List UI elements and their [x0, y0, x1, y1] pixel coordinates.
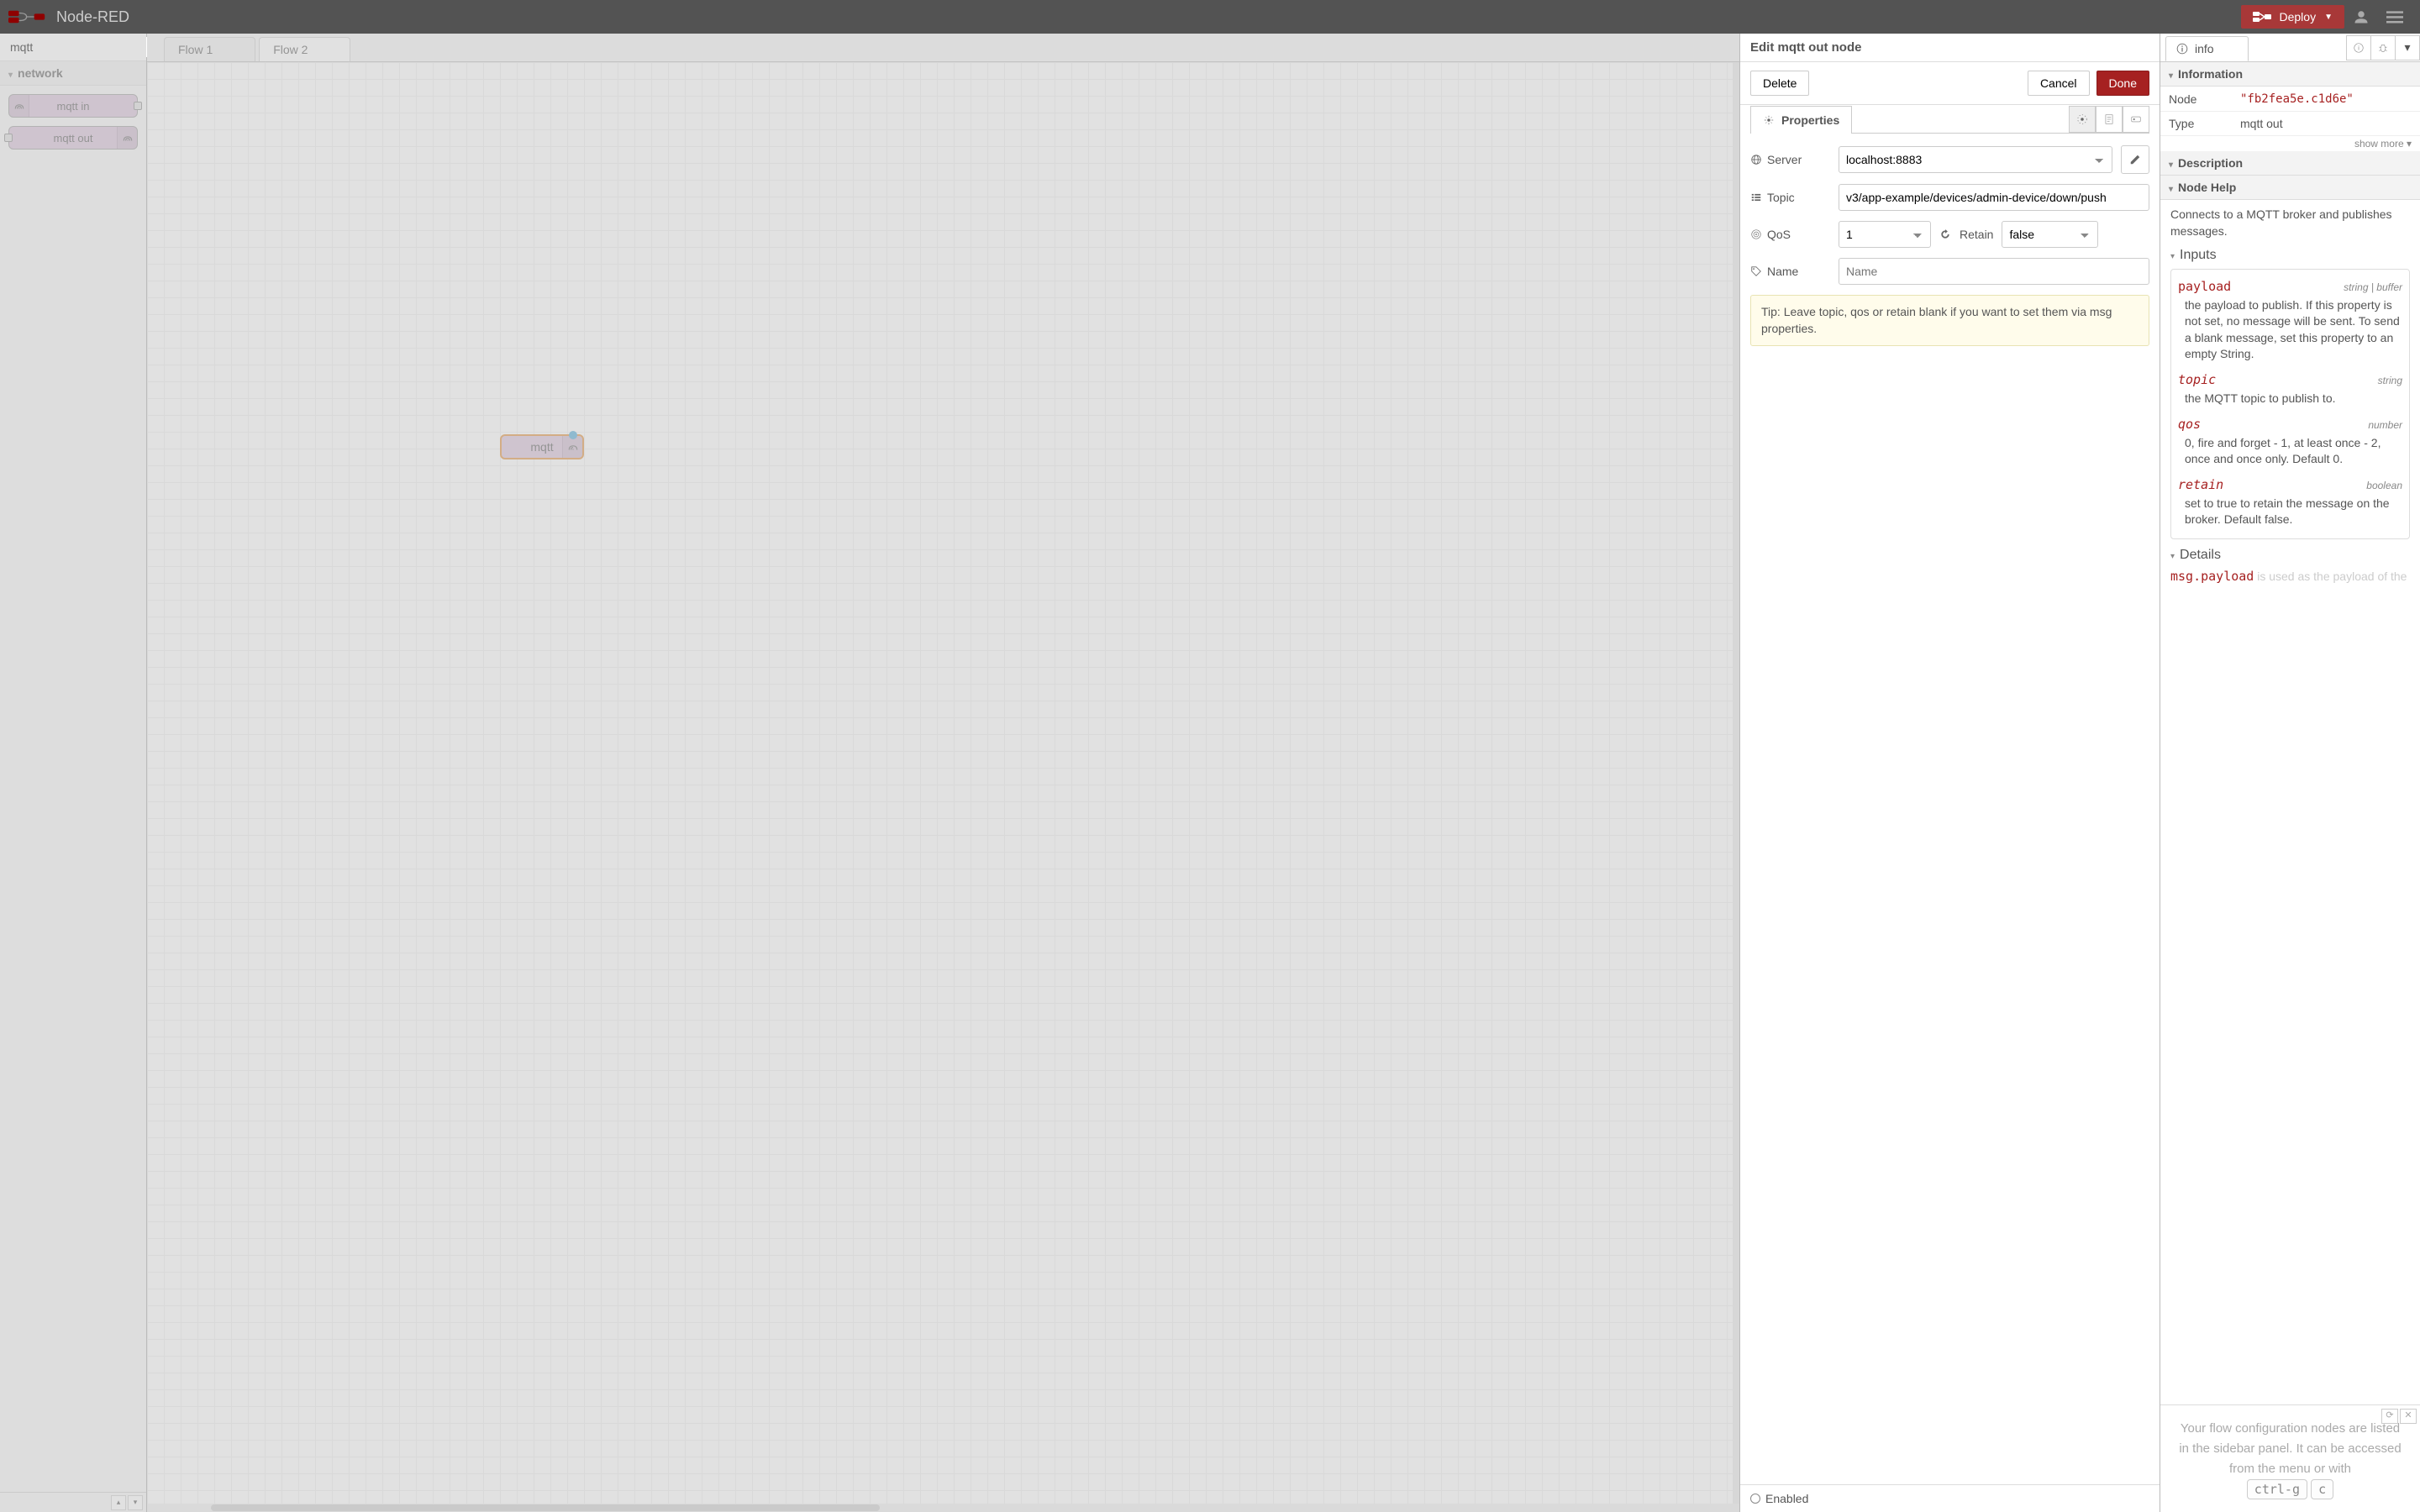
- appearance-icon[interactable]: [2123, 106, 2149, 133]
- sidebar-tab-info[interactable]: info: [2165, 36, 2249, 61]
- chevron-down-icon: [8, 66, 13, 80]
- prop-name: payload: [2178, 278, 2231, 296]
- palette-footer: ▴ ▾: [0, 1492, 146, 1512]
- palette-search: ✕: [0, 34, 146, 61]
- vertical-scrollbar[interactable]: [1733, 62, 1739, 1512]
- delete-button[interactable]: Delete: [1750, 71, 1809, 96]
- canvas-node-mqtt[interactable]: mqtt: [500, 434, 584, 459]
- edit-server-button[interactable]: [2121, 145, 2149, 174]
- palette-node-mqtt-out[interactable]: mqtt out: [8, 126, 138, 150]
- kbd-c: c: [2311, 1479, 2333, 1499]
- flow-canvas[interactable]: mqtt: [147, 62, 1739, 1512]
- refresh-icon[interactable]: ⟳: [2381, 1409, 2398, 1424]
- prop-desc: set to true to retain the message on the…: [2178, 494, 2402, 533]
- changed-dot-icon: [569, 431, 577, 439]
- server-label: Server: [1767, 153, 1802, 166]
- close-icon[interactable]: ✕: [2400, 1409, 2417, 1424]
- app-brand: Node-RED: [56, 8, 129, 26]
- pencil-icon: [2129, 154, 2141, 165]
- palette-search-input[interactable]: [7, 37, 166, 57]
- expand-all-icon[interactable]: ▾: [128, 1495, 143, 1510]
- help-intro: Connects to a MQTT broker and publishes …: [2170, 207, 2410, 239]
- sidebar-hint: ⟳ ✕ Your flow configuration nodes are li…: [2160, 1404, 2420, 1512]
- info-type-label: Type: [2160, 112, 2232, 136]
- settings-icon[interactable]: [2069, 106, 2096, 133]
- sidebar-menu-icon[interactable]: ▾: [2395, 35, 2420, 60]
- qos-label: QoS: [1767, 228, 1791, 241]
- show-more-link[interactable]: show more ▾: [2160, 136, 2420, 151]
- retain-select[interactable]: false: [2002, 221, 2098, 248]
- sidebar-debug-icon[interactable]: [2370, 35, 2396, 60]
- prop-desc: 0, fire and forget - 1, at least once - …: [2178, 433, 2402, 473]
- details-header[interactable]: Details: [2170, 546, 2410, 564]
- info-node-id: "fb2fea5e.c1d6e": [2240, 92, 2354, 106]
- enabled-indicator-icon[interactable]: [1750, 1494, 1760, 1504]
- tab-flow-1[interactable]: Flow 1: [164, 37, 255, 61]
- topic-label: Topic: [1767, 191, 1795, 204]
- tab-flow-2[interactable]: Flow 2: [259, 37, 350, 61]
- topic-input[interactable]: [1839, 184, 2149, 211]
- done-button[interactable]: Done: [2096, 71, 2149, 96]
- retain-icon: [1939, 228, 1951, 240]
- node-editor-tray: Edit mqtt out node Delete Cancel Done Pr…: [1739, 34, 2160, 1512]
- tag-icon: [1750, 265, 1762, 277]
- user-icon[interactable]: [2344, 0, 2378, 34]
- details-lead: msg.payload: [2170, 569, 2254, 584]
- deploy-button[interactable]: Deploy ▼: [2241, 5, 2345, 29]
- bridge-icon: [9, 95, 29, 117]
- gear-icon: [1763, 114, 1775, 126]
- editor-footer: Enabled: [1740, 1484, 2160, 1512]
- editor-title: Edit mqtt out node: [1740, 34, 2160, 62]
- prop-desc: the payload to publish. If this property…: [2178, 296, 2402, 368]
- nodehelp-section[interactable]: Node Help: [2160, 176, 2420, 200]
- prop-desc: the MQTT topic to publish to.: [2178, 389, 2402, 412]
- description-section[interactable]: Description: [2160, 151, 2420, 176]
- palette-category-network[interactable]: network: [0, 61, 146, 86]
- nodered-logo-icon: [8, 9, 46, 24]
- list-icon: [1750, 192, 1762, 203]
- info-table: Node "fb2fea5e.c1d6e" Typemqtt out: [2160, 87, 2420, 136]
- prop-type: string: [2378, 374, 2402, 388]
- workspace: Flow 1 Flow 2 mqtt: [147, 34, 1739, 1512]
- app-header: Node-RED Deploy ▼: [0, 0, 2420, 34]
- tip-box: Tip: Leave topic, qos or retain blank if…: [1750, 295, 2149, 346]
- info-node-label: Node: [2160, 87, 2232, 112]
- name-input[interactable]: [1839, 258, 2149, 285]
- info-type-value: mqtt out: [2232, 112, 2420, 136]
- collapse-all-icon[interactable]: ▴: [111, 1495, 126, 1510]
- qos-select[interactable]: 1: [1839, 221, 1931, 248]
- palette: ✕ network mqtt in mqtt out: [0, 34, 147, 1512]
- flow-tabs: Flow 1 Flow 2: [147, 34, 1739, 62]
- target-icon: [1750, 228, 1762, 240]
- enabled-label: Enabled: [1765, 1492, 1808, 1505]
- cancel-button[interactable]: Cancel: [2028, 71, 2090, 96]
- palette-node-mqtt-in[interactable]: mqtt in: [8, 94, 138, 118]
- bridge-icon: [117, 127, 137, 149]
- prop-type: string | buffer: [2344, 281, 2402, 295]
- inputs-header[interactable]: Inputs: [2170, 246, 2410, 265]
- deploy-icon: [2253, 11, 2271, 23]
- properties-tab[interactable]: Properties: [1750, 106, 1852, 134]
- description-icon[interactable]: [2096, 106, 2123, 133]
- name-label: Name: [1767, 265, 1798, 278]
- info-icon: [2176, 43, 2188, 55]
- prop-type: boolean: [2366, 479, 2402, 493]
- inputs-prop-list: payload string | bufferthe payload to pub…: [2170, 269, 2410, 539]
- prop-name: retain: [2178, 476, 2223, 494]
- kbd-ctrl-g: ctrl-g: [2247, 1479, 2307, 1499]
- server-select[interactable]: localhost:8883: [1839, 146, 2112, 173]
- svg-text:i: i: [2358, 45, 2360, 51]
- retain-label: Retain: [1960, 228, 1993, 241]
- horizontal-scrollbar[interactable]: [147, 1504, 1739, 1512]
- prop-type: number: [2368, 418, 2402, 433]
- prop-name: qos: [2178, 416, 2201, 433]
- sidebar-info-icon[interactable]: i: [2346, 35, 2371, 60]
- prop-name: topic: [2178, 371, 2216, 389]
- deploy-label: Deploy: [2280, 10, 2317, 24]
- sidebar: info i ▾ Information Node "fb2fea5e.c1d6e…: [2160, 34, 2420, 1512]
- information-section[interactable]: Information: [2160, 62, 2420, 87]
- globe-icon: [1750, 154, 1762, 165]
- menu-icon[interactable]: [2378, 0, 2412, 34]
